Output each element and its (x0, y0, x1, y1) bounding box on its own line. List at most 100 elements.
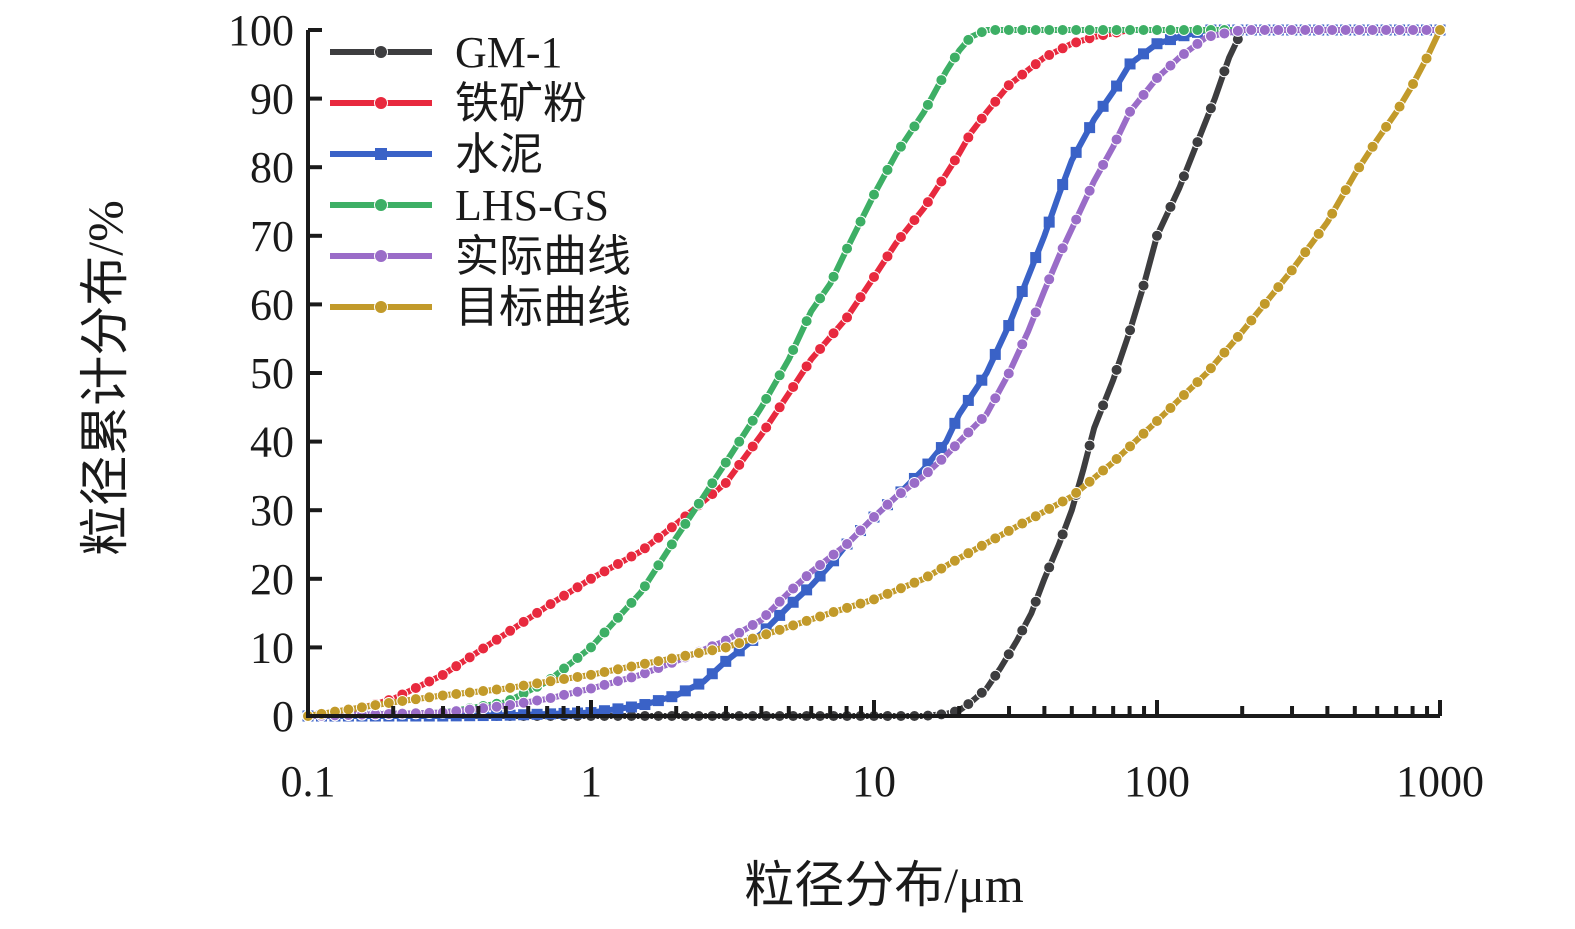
legend-label-2: 水泥 (455, 130, 543, 179)
y-tick-label-9: 90 (250, 75, 294, 124)
series-2-point (666, 691, 678, 703)
legend-swatch-marker (374, 45, 388, 59)
series-4-point (787, 582, 800, 595)
series-4-point (760, 609, 773, 622)
series-5-point (504, 681, 517, 694)
series-1-point (962, 131, 975, 144)
series-5-point (625, 660, 638, 673)
y-tick-label-5: 50 (250, 349, 294, 398)
legend-label-4: 实际曲线 (455, 232, 631, 281)
series-3-point (746, 414, 759, 427)
series-4-point (1299, 24, 1312, 36)
series-2-point (612, 703, 624, 715)
series-3-point (1029, 24, 1042, 36)
series-3-point (1110, 24, 1123, 36)
series-0-point (1124, 324, 1137, 337)
series-5-point (733, 637, 746, 650)
legend-label-5: 目标曲线 (455, 283, 631, 332)
series-5-point (881, 587, 894, 600)
series-3-point (787, 343, 800, 356)
series-4-point (585, 682, 597, 695)
series-4-point (868, 511, 880, 524)
series-0-point (1056, 528, 1069, 541)
series-4-point (935, 453, 948, 466)
series-5-point (531, 677, 544, 690)
series-3-point (1083, 24, 1096, 36)
series-1-point (760, 421, 773, 434)
series-0-point (1097, 399, 1110, 412)
series-0-point (1164, 200, 1177, 213)
series-3-point (989, 24, 1002, 36)
series-5-point (436, 689, 449, 702)
series-5-point (1380, 120, 1393, 133)
series-2-point (922, 458, 934, 470)
series-4-point (1029, 306, 1042, 319)
series-3-point (571, 651, 584, 664)
series-5-point (935, 562, 948, 575)
series-1-point (1016, 68, 1029, 81)
series-3-point (652, 559, 665, 572)
series-5-point (355, 701, 368, 714)
series-3-point (814, 292, 827, 305)
series-5-point (1043, 502, 1056, 515)
legend-label-0: GM-1 (455, 28, 563, 77)
series-3-point (1177, 24, 1190, 36)
series-2-point (625, 701, 637, 713)
series-4-point (1218, 27, 1231, 40)
series-2-point (706, 668, 718, 680)
series-5-point (342, 703, 355, 716)
series-5-point (1124, 440, 1137, 453)
series-4-point (1245, 24, 1258, 36)
series-3-point (1043, 24, 1056, 36)
series-5-point (1016, 517, 1029, 530)
series-1-point (463, 651, 476, 664)
series-2-point (774, 609, 786, 621)
series-0-point (1016, 624, 1029, 637)
series-5-point (827, 606, 840, 619)
series-5-point (706, 644, 719, 657)
series-4-point (1285, 24, 1298, 36)
series-1-point (436, 668, 449, 681)
series-1-point (733, 458, 746, 471)
series-4-point (611, 675, 624, 688)
series-4-point (1380, 24, 1393, 36)
series-5-point (1339, 184, 1352, 197)
series-3-point (948, 51, 961, 64)
series-4 (302, 24, 1446, 722)
legend-swatch-marker (374, 249, 388, 263)
series-1-point (571, 581, 584, 594)
series-4-point (1070, 213, 1083, 226)
series-5-point (1151, 415, 1163, 428)
series-2-point (693, 678, 705, 690)
series-5-point (463, 686, 476, 699)
y-tick-label-0: 0 (272, 692, 294, 741)
x-axis-title: 粒径分布/μm (744, 857, 1024, 913)
series-5-point (1002, 524, 1015, 537)
series-4-point (773, 595, 786, 608)
series-0-point (1191, 136, 1204, 149)
series-4-point (1258, 24, 1271, 36)
series-0-point (1177, 170, 1190, 183)
series-2-point (652, 695, 664, 707)
series-1-point (423, 675, 436, 688)
y-axis-title: 粒径累计分布/% (77, 200, 133, 556)
series-3-point (638, 580, 651, 593)
series-5-point (692, 647, 705, 660)
series-5-point (396, 695, 409, 708)
series-5-point (760, 628, 773, 641)
series-5-point (571, 670, 584, 683)
series-0-point (962, 698, 975, 711)
series-3-point (773, 369, 786, 382)
series-0-point (1002, 648, 1015, 661)
series-4-point (1002, 367, 1015, 380)
series-5-point (1312, 227, 1325, 240)
series-5-point (611, 663, 624, 676)
series-5-point (544, 675, 557, 688)
series-4-point (558, 688, 571, 701)
series-2-point (787, 596, 799, 608)
series-5-point (1029, 510, 1042, 523)
series-3-point (1137, 24, 1150, 36)
series-4-point (908, 476, 921, 489)
series-1-point (894, 230, 907, 243)
series-5-point (948, 554, 961, 567)
